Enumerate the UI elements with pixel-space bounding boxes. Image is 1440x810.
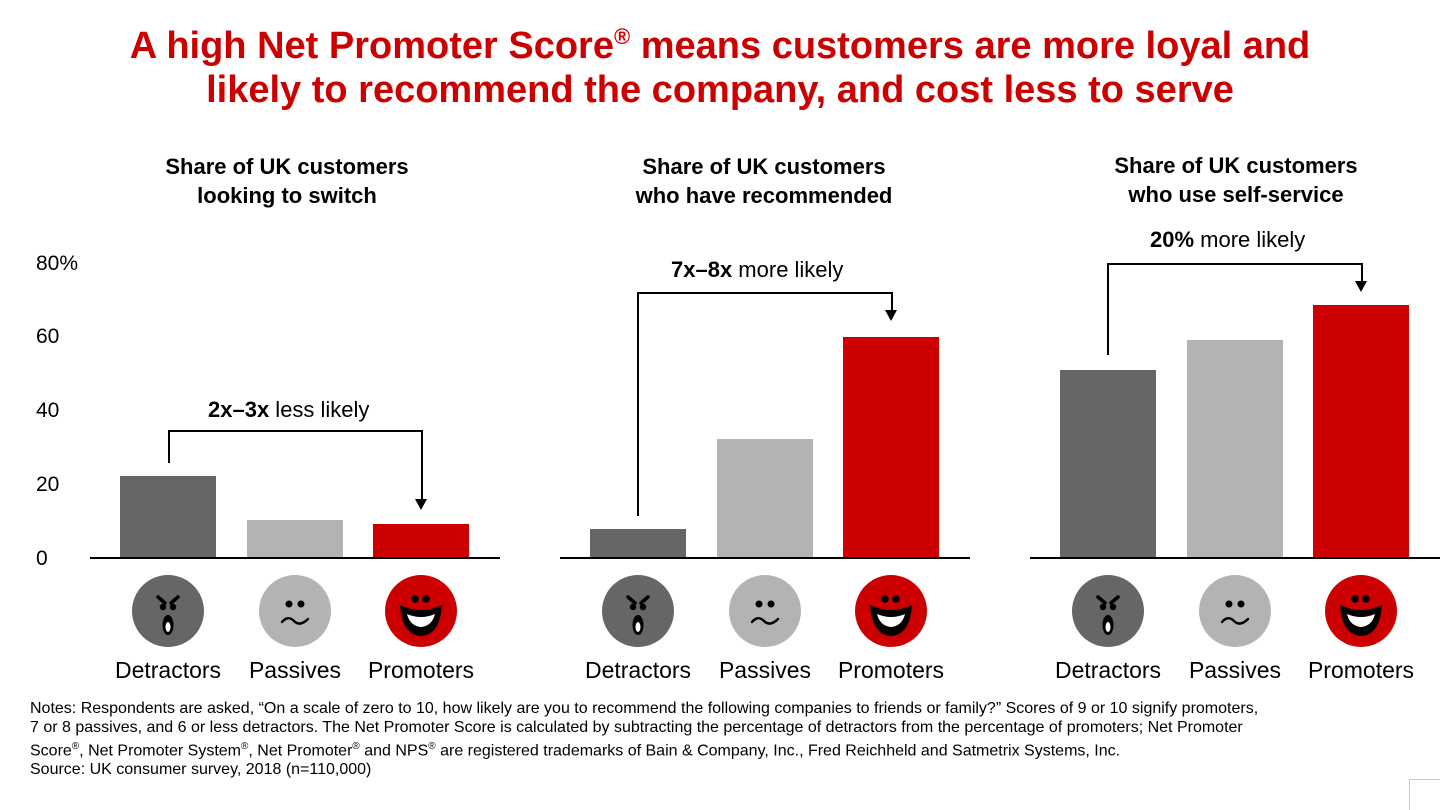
chart-3-category-detractors: Detractors [1054,657,1162,683]
chart-2-bracket-left [637,292,639,516]
y-tick-0: 0 [36,547,48,570]
passive-face-icon [1199,575,1271,647]
chart-1-arrow-head [415,499,427,510]
chart-2-annotation-text: more likely [732,257,844,282]
chart-1-annotation: 2x–3x less likely [208,397,369,423]
chart-1-bracket-right [421,430,423,500]
chart-2-annotation: 7x–8x more likely [671,257,843,283]
chart-1-bracket-top [168,430,422,432]
chart-3-category-passives: Passives [1188,657,1282,683]
chart-1-bracket-left [168,430,170,463]
reg-mark: ® [352,741,360,752]
y-tick-20: 20 [36,473,60,496]
passive-face-icon [729,575,801,647]
chart-3-bar-promoters [1313,305,1409,557]
corner-mark [1409,779,1440,810]
chart-2-category-passives: Passives [718,657,812,683]
reg-mark: ® [71,741,80,752]
chart-3-annotation: 20% more likely [1150,227,1305,253]
chart-1-bar-promoters [373,523,469,557]
y-tick-80: 80% [36,252,79,275]
chart-1-title-line1: Share of UK customers [165,154,409,179]
chart-2-bracket-top [637,292,892,294]
notes-line1: Notes: Respondents are asked, “On a scal… [30,700,1259,717]
chart-3-bar-passives [1187,340,1283,557]
reg-mark: ® [428,741,436,752]
registered-mark: ® [613,24,631,49]
chart-3-bracket-top [1107,263,1362,265]
passive-face-icon [259,575,331,647]
chart-3-bracket-right [1361,263,1363,281]
chart-2-category-detractors: Detractors [584,657,692,683]
chart-1-category-passives: Passives [248,657,342,683]
y-tick-40: 40 [36,399,60,422]
promoter-face-icon [1325,575,1397,647]
notes-system: , Net Promoter System [79,742,241,760]
chart-1-bar-passives [247,520,343,557]
chart-2-arrow-head [885,310,897,321]
chart-1-annotation-text: less likely [269,397,370,422]
chart-2-annotation-bold: 7x–8x [671,257,733,282]
chart-3-annotation-text: more likely [1194,227,1306,252]
page-title: A high Net Promoter Score® means custome… [20,24,1420,112]
chart-2-bar-detractors [590,529,686,557]
chart-1-annotation-bold: 2x–3x [208,397,270,422]
title-line1-post: means customers are more loyal and [630,25,1311,67]
promoter-face-icon [385,575,457,647]
chart-1-category-promoters: Promoters [367,657,475,683]
notes: Notes: Respondents are asked, “On a scal… [30,699,1420,779]
promoter-face-icon [855,575,927,647]
chart-3-category-promoters: Promoters [1307,657,1415,683]
notes-line3: Score®, Net Promoter System®, Net Promot… [30,737,1420,760]
chart-2-title: Share of UK customers who have recommend… [554,152,974,210]
chart-3-bracket-left [1107,263,1109,355]
chart-1-category-detractors: Detractors [114,657,222,683]
notes-score: Score [30,742,72,760]
chart-3-title: Share of UK customers who use self-servi… [1026,151,1440,209]
title-line2: likely to recommend the company, and cos… [206,69,1234,111]
chart-2-bracket-right [891,292,893,310]
notes-line2: 7 or 8 passives, and 6 or less detractor… [30,719,1243,736]
chart-1-baseline [90,557,500,559]
chart-1-title: Share of UK customers looking to switch [77,152,497,210]
notes-source: Source: UK consumer survey, 2018 (n=110,… [30,761,372,779]
chart-3-title-line1: Share of UK customers [1114,153,1358,178]
chart-2-baseline [560,557,970,559]
detractor-face-icon [1072,575,1144,647]
chart-2-bar-promoters [843,336,939,557]
notes-trademarks: are registered trademarks of Bain & Comp… [435,742,1121,760]
chart-2-category-promoters: Promoters [837,657,945,683]
chart-2-title-line2: who have recommended [635,183,893,208]
y-tick-60: 60 [36,325,60,348]
chart-2-title-line1: Share of UK customers [642,154,886,179]
chart-3-bar-detractors [1060,369,1156,557]
chart-3-annotation-bold: 20% [1150,227,1195,252]
chart-1-title-line2: looking to switch [197,183,377,208]
reg-mark: ® [241,741,249,752]
chart-3-arrow-head [1355,281,1367,292]
notes-nps: and NPS [359,742,429,760]
chart-3-title-line2: who use self-service [1128,182,1344,207]
chart-1-bar-detractors [120,476,216,557]
detractor-face-icon [602,575,674,647]
title-line1-pre: A high Net Promoter Score [129,25,614,67]
detractor-face-icon [132,575,204,647]
notes-promoter: , Net Promoter [248,742,353,760]
chart-3-baseline [1030,557,1440,559]
chart-2-bar-passives [717,439,813,557]
